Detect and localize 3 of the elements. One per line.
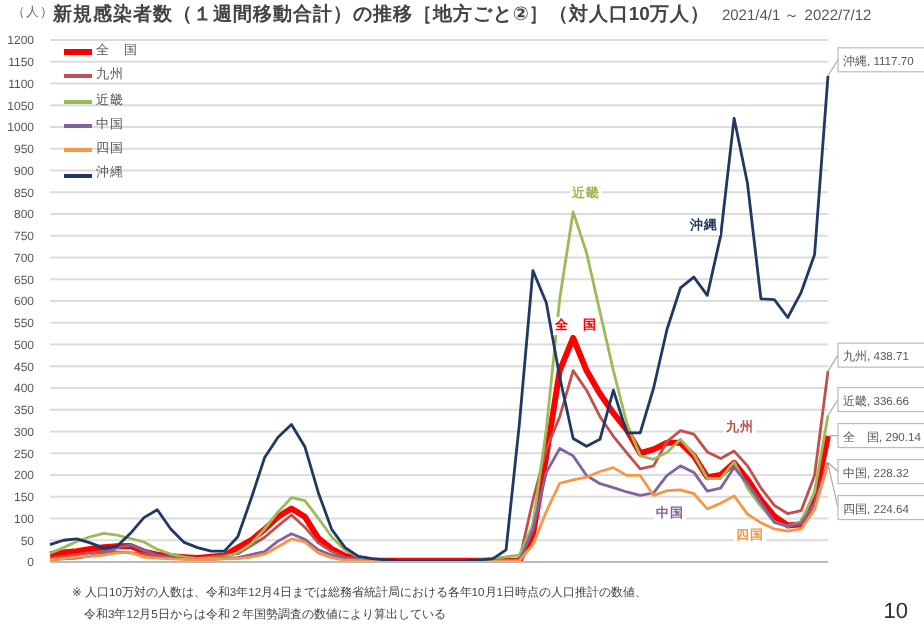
line-series xyxy=(48,210,830,562)
chart-title: 新規感染者数（１週間移動合計）の推移［地方ごと②］（対人口10万人） xyxy=(52,4,710,26)
text: 10 xyxy=(883,600,908,624)
